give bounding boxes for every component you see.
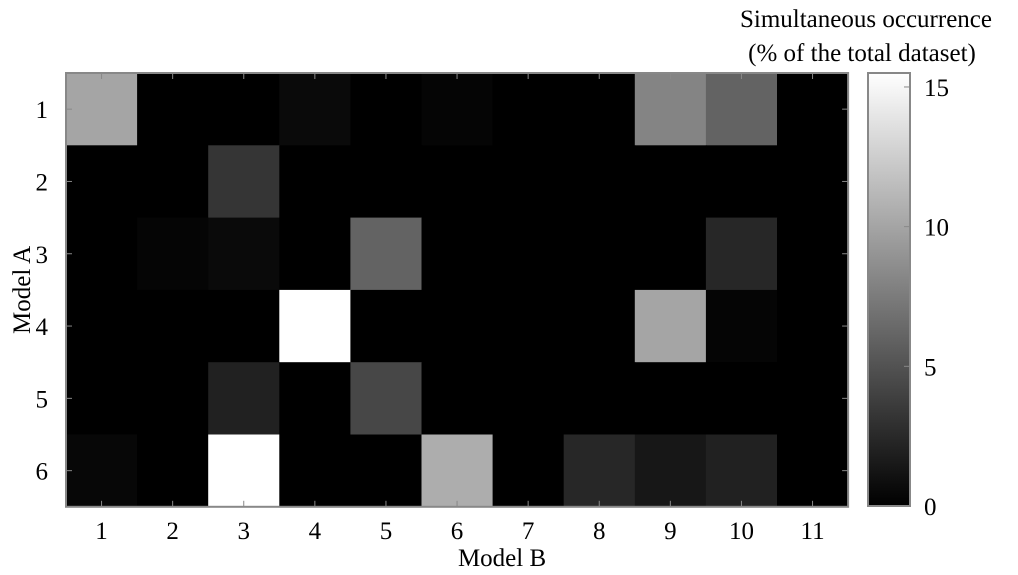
heatmap-cell-r2-c9 xyxy=(634,145,707,219)
heatmap-cell-r3-c9 xyxy=(634,217,707,291)
x-tick-label: 8 xyxy=(593,518,606,545)
heatmap-cell-r1-c11 xyxy=(777,73,849,146)
heatmap-cell-r2-c10 xyxy=(705,145,778,219)
heatmap-cell-r6-c1 xyxy=(66,434,138,508)
y-tick-label: 3 xyxy=(36,242,49,269)
x-tick-label: 2 xyxy=(166,518,179,545)
heatmap-cell-r4-c4 xyxy=(279,289,351,363)
heatmap-cell-r2-c3 xyxy=(208,145,280,219)
heatmap-cell-r4-c11 xyxy=(777,289,849,363)
heatmap-cell-r3-c1 xyxy=(66,217,138,291)
heatmap-cell-r1-c2 xyxy=(137,73,209,146)
heatmap-cell-r2-c5 xyxy=(350,145,423,219)
heatmap-cell-r4-c7 xyxy=(492,289,565,363)
y-tick-label: 6 xyxy=(36,459,49,486)
heatmap-cell-r3-c11 xyxy=(777,217,849,291)
heatmap-cell-r1-c7 xyxy=(492,73,565,146)
colorbar-title-line1: Simultaneous occurrence xyxy=(740,6,992,33)
heatmap-cell-r2-c2 xyxy=(137,145,209,219)
heatmap-cell-r5-c9 xyxy=(634,362,707,436)
heatmap-cell-r3-c5 xyxy=(350,217,423,291)
y-axis-title: Model A xyxy=(9,246,36,334)
heatmap-cell-r6-c5 xyxy=(350,434,423,508)
x-tick-label: 11 xyxy=(801,518,825,545)
heatmap-cell-r1-c3 xyxy=(208,73,280,146)
y-tick-label: 2 xyxy=(36,169,49,196)
heatmap-cell-r4-c5 xyxy=(350,289,423,363)
heatmap-cell-r2-c8 xyxy=(563,145,636,219)
heatmap-cell-r1-c4 xyxy=(279,73,351,146)
colorbar-tick-label: 5 xyxy=(924,354,937,381)
heatmap-cell-r3-c8 xyxy=(563,217,636,291)
colorbar-gradient xyxy=(867,72,911,507)
x-axis-title: Model B xyxy=(458,545,546,572)
heatmap-cell-r6-c4 xyxy=(279,434,351,508)
x-tick-label: 4 xyxy=(309,518,322,545)
colorbar-tick-label: 15 xyxy=(924,75,949,102)
heatmap-cell-r5-c5 xyxy=(350,362,423,436)
heatmap-cell-r3-c2 xyxy=(137,217,209,291)
y-tick-label: 5 xyxy=(36,386,49,413)
heatmap-cell-r6-c2 xyxy=(137,434,209,508)
heatmap-cell-r5-c1 xyxy=(66,362,138,436)
x-tick-label: 3 xyxy=(238,518,251,545)
x-tick-label: 7 xyxy=(522,518,535,545)
heatmap-cell-r1-c10 xyxy=(705,73,778,146)
heatmap-cell-r6-c11 xyxy=(777,434,849,508)
colorbar-tick-label: 10 xyxy=(924,215,949,242)
heatmap-cell-r1-c5 xyxy=(350,73,423,146)
heatmap-cell-r6-c7 xyxy=(492,434,565,508)
heatmap-cell-r6-c3 xyxy=(208,434,280,508)
x-tick-label: 9 xyxy=(664,518,677,545)
heatmap-cell-r4-c3 xyxy=(208,289,280,363)
x-tick-label: 5 xyxy=(380,518,393,545)
colorbar-tick-label: 0 xyxy=(924,494,937,521)
heatmap-cell-r5-c10 xyxy=(705,362,778,436)
y-tick-label: 1 xyxy=(36,97,49,124)
heatmap-cell-r5-c4 xyxy=(279,362,351,436)
heatmap-cell-r4-c8 xyxy=(563,289,636,363)
heatmap-cell-r2-c7 xyxy=(492,145,565,219)
x-tick-label: 6 xyxy=(451,518,464,545)
heatmap-cell-r6-c6 xyxy=(421,434,494,508)
heatmap-cell-r5-c2 xyxy=(137,362,209,436)
x-axis-ticks: 1 2 3 4 5 6 7 8 9 10 11 xyxy=(95,73,825,545)
heatmap-cell-r3-c7 xyxy=(492,217,565,291)
heatmap-cell-r4-c2 xyxy=(137,289,209,363)
y-tick-label: 4 xyxy=(36,314,49,341)
heatmap-cell-r3-c4 xyxy=(279,217,351,291)
heatmap-cell-r3-c10 xyxy=(705,217,778,291)
heatmap-cell-r5-c6 xyxy=(421,362,494,436)
heatmap-cell-r6-c8 xyxy=(563,434,636,508)
heatmap-cell-r1-c9 xyxy=(634,73,707,146)
heatmap-cell-r4-c9 xyxy=(634,289,707,363)
heatmap-cell-r2-c4 xyxy=(279,145,351,219)
colorbar-ticks: 0 5 10 15 xyxy=(904,75,949,521)
heatmap-cell-r5-c7 xyxy=(492,362,565,436)
heatmap-cell-r2-c6 xyxy=(421,145,494,219)
heatmap-cell-r3-c3 xyxy=(208,217,280,291)
heatmap-cell-r5-c3 xyxy=(208,362,280,436)
colorbar-title-line2: (% of the total dataset) xyxy=(748,40,976,67)
heatmap-cell-r6-c10 xyxy=(705,434,778,508)
heatmap-cell-r4-c10 xyxy=(705,289,778,363)
y-axis-ticks: 1 2 3 4 5 6 xyxy=(36,97,849,486)
heatmap-cell-r6-c9 xyxy=(634,434,707,508)
heatmap-cell-r5-c11 xyxy=(777,362,849,436)
x-tick-label: 1 xyxy=(95,518,108,545)
x-tick-label: 10 xyxy=(729,518,754,545)
heatmap-cells xyxy=(66,73,849,508)
heatmap-cell-r1-c8 xyxy=(563,73,636,146)
heatmap-cell-r2-c1 xyxy=(66,145,138,219)
heatmap-cell-r1-c1 xyxy=(66,73,138,146)
heatmap-cell-r5-c8 xyxy=(563,362,636,436)
heatmap-cell-r3-c6 xyxy=(421,217,494,291)
heatmap-cell-r4-c1 xyxy=(66,289,138,363)
heatmap-cell-r4-c6 xyxy=(421,289,494,363)
heatmap-cell-r2-c11 xyxy=(777,145,849,219)
heatmap-cell-r1-c6 xyxy=(421,73,494,146)
